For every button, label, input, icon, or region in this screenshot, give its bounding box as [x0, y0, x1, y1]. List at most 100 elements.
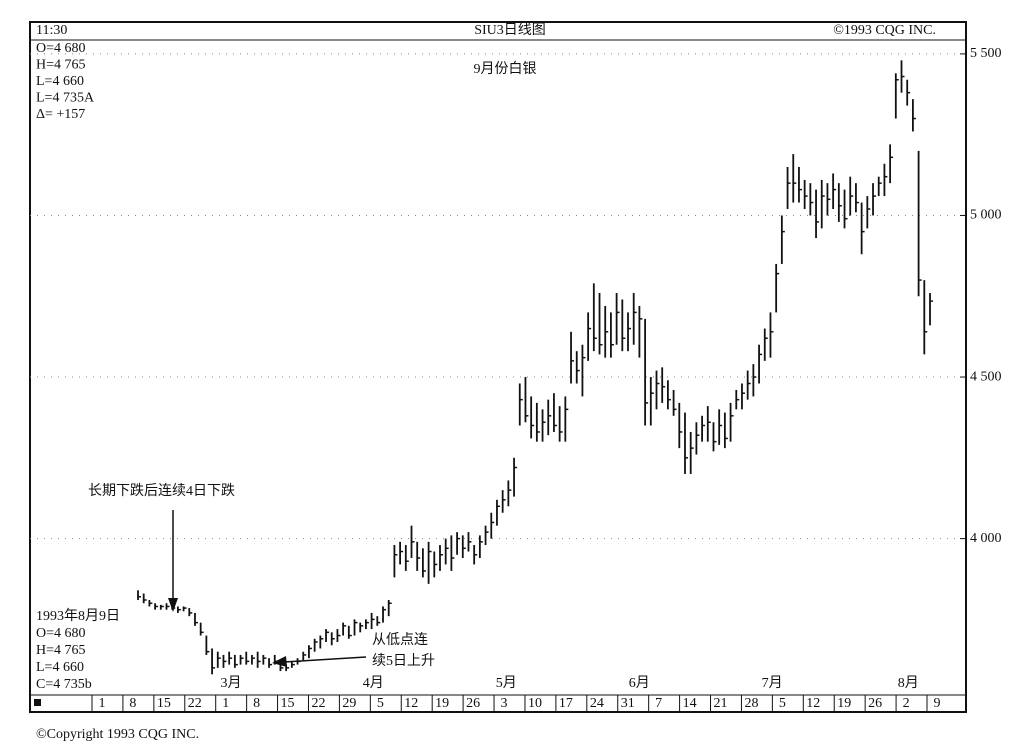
price-bar: [188, 608, 193, 617]
x-tick-label: 1: [222, 696, 229, 711]
price-bar: [251, 654, 255, 665]
price-bar: [701, 415, 706, 442]
price-bar: [535, 402, 540, 442]
x-tick-label: 26: [466, 696, 480, 711]
x-tick-label: 22: [311, 696, 325, 711]
price-bar: [427, 541, 432, 584]
price-bar: [450, 535, 455, 571]
x-tick-label: 7: [655, 696, 662, 711]
price-bar: [610, 312, 614, 358]
price-bar: [239, 654, 244, 665]
price-bar: [798, 166, 802, 203]
price-bar: [575, 351, 580, 384]
y-tick-label: 4 500: [970, 369, 1002, 384]
x-tick-label: 24: [590, 696, 604, 711]
price-bar: [638, 305, 643, 358]
price-bar: [399, 541, 404, 565]
x-tick-label: 2: [903, 696, 910, 711]
price-bar: [780, 215, 785, 264]
subtitle: 9月份白银: [474, 61, 537, 77]
price-bar: [359, 622, 364, 633]
y-tick-label: 4 000: [970, 531, 1002, 546]
price-bar: [775, 263, 780, 313]
copyright: ©Copyright 1993 CQG INC.: [36, 727, 199, 742]
price-bar: [547, 399, 552, 436]
x-tick-label: 21: [714, 696, 728, 711]
x-tick-label: 10: [528, 696, 542, 711]
price-bar: [142, 593, 147, 604]
price-bar: [763, 328, 768, 361]
y-tick-label: 5 000: [970, 208, 1002, 223]
price-bar: [461, 535, 466, 558]
x-tick-label: 5: [779, 696, 786, 711]
price-bar: [826, 183, 831, 216]
price-bar: [347, 625, 352, 639]
price-bar: [336, 629, 341, 643]
x-tick-label: 12: [806, 696, 820, 711]
info-line: Δ= +157: [36, 107, 85, 122]
annotation: 长期下跌后连续4日下跌: [88, 482, 235, 499]
price-bar: [741, 383, 745, 410]
price-bar: [923, 280, 928, 355]
month-label: 8月: [898, 675, 919, 691]
x-tick-label: 8: [253, 696, 260, 711]
marker: [34, 699, 41, 706]
price-bar: [615, 293, 620, 345]
price-bar: [256, 651, 261, 668]
price-bar: [410, 525, 415, 558]
price-bar: [199, 622, 204, 636]
price-bar: [587, 312, 592, 361]
info-line: O=4 680: [36, 41, 86, 56]
x-tick-label: 28: [744, 696, 758, 711]
price-bar: [553, 393, 557, 432]
price-bar: [661, 367, 666, 403]
price-bar: [148, 599, 153, 607]
price-bar: [877, 176, 882, 197]
price-bar: [308, 645, 312, 659]
price-bar: [929, 293, 933, 326]
month-label: 3月: [220, 675, 241, 691]
price-bar: [518, 383, 523, 426]
price-bar: [473, 545, 478, 565]
price-bar: [205, 635, 210, 655]
price-bar: [228, 651, 233, 665]
price-bar: [433, 551, 438, 578]
price-bar: [159, 604, 164, 610]
price-bar: [439, 545, 443, 571]
x-tick-label: 31: [621, 696, 635, 711]
x-tick-label: 15: [281, 696, 295, 711]
price-bar: [604, 305, 609, 358]
price-bar: [330, 632, 335, 646]
price-bar: [325, 629, 330, 643]
price-bar: [530, 396, 535, 439]
price-bar: [216, 651, 221, 668]
price-bar: [832, 173, 837, 210]
price-bar: [678, 402, 683, 449]
price-bar: [792, 154, 797, 203]
price-bar: [262, 654, 267, 665]
price-bar: [233, 654, 238, 668]
price-bar: [194, 612, 198, 626]
x-tick-label: 29: [342, 696, 356, 711]
price-bar: [735, 389, 740, 410]
price-bar: [706, 406, 711, 442]
price-bar: [501, 490, 506, 513]
price-bar: [684, 412, 688, 474]
x-tick-label: 12: [404, 696, 418, 711]
price-bar: [672, 389, 677, 416]
price-bar: [917, 150, 922, 297]
price-bar: [393, 545, 398, 578]
price-bar: [632, 293, 637, 345]
info-line: C=4 735b: [36, 677, 92, 692]
price-bar: [370, 612, 375, 630]
price-bar: [484, 525, 489, 546]
price-bar: [404, 545, 409, 571]
price-bar: [290, 661, 295, 668]
price-bar: [644, 318, 649, 426]
frame: [29, 21, 967, 713]
price-bar: [558, 406, 563, 442]
x-tick-label: 15: [157, 696, 171, 711]
price-bar: [820, 179, 825, 229]
price-bar: [860, 202, 865, 255]
